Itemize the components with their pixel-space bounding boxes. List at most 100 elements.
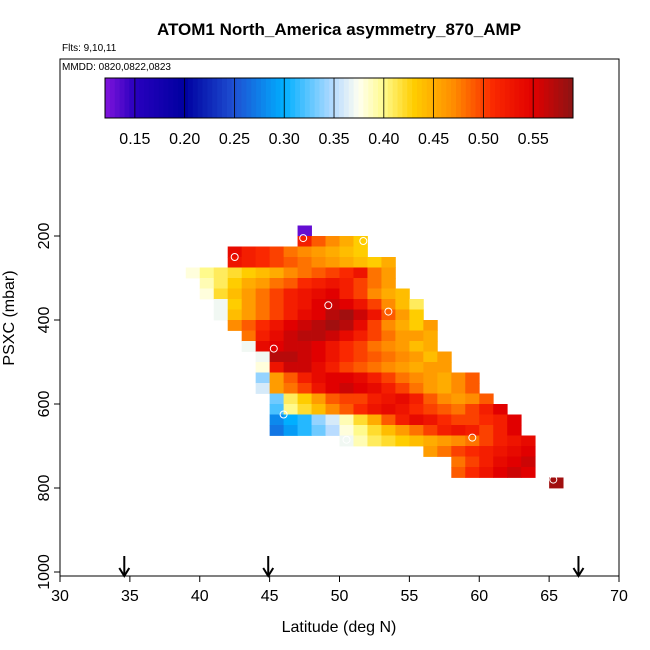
heatmap-cell [297, 288, 312, 300]
colorbar-segment [275, 78, 281, 118]
heatmap-cells [185, 225, 564, 489]
heatmap-cell [423, 351, 438, 363]
colorbar [105, 78, 574, 118]
colorbar-segment [431, 78, 437, 118]
heatmap-cell [213, 267, 229, 279]
colorbar-segment [187, 78, 194, 118]
heatmap-cell [199, 278, 215, 289]
heatmap-cell [381, 299, 396, 310]
heatmap-cell [353, 257, 368, 268]
heatmap-cell [451, 435, 466, 447]
heatmap-cell [353, 246, 368, 258]
heatmap-cell [283, 425, 298, 436]
heatmap-cell [227, 278, 243, 289]
colorbar-segment [222, 78, 228, 118]
heatmap-cell [339, 362, 354, 373]
heatmap-cell [409, 435, 424, 447]
heatmap-cell [339, 278, 354, 289]
colorbar-segment [192, 78, 199, 118]
heatmap-cell [339, 414, 354, 426]
marker-circle [269, 344, 278, 353]
heatmap-cell [297, 362, 312, 373]
heatmap-cell [381, 393, 396, 405]
heatmap-cell [353, 372, 368, 384]
heatmap-cell [367, 404, 382, 415]
colorbar-segment [378, 78, 384, 118]
heatmap-cell [213, 309, 229, 321]
heatmap-cell [297, 383, 312, 394]
colorbar-segment [568, 78, 574, 118]
colorbar-segment [226, 78, 233, 118]
heatmap-cell [269, 404, 285, 415]
heatmap-cell [255, 330, 271, 342]
x-tick-label: 35 [121, 588, 139, 605]
y-tick-label: 200 [36, 223, 53, 250]
heatmap-cell [269, 246, 285, 258]
marker-circles [230, 234, 558, 484]
heatmap-cell [283, 393, 298, 405]
colorbar-segment [402, 78, 408, 118]
heatmap-cell [325, 404, 340, 415]
colorbar-segment [363, 78, 369, 118]
heatmap-cell [423, 383, 438, 394]
heatmap-cell [269, 299, 285, 310]
heatmap-cell [325, 246, 340, 258]
heatmap-cell [213, 299, 229, 310]
heatmap-cell [325, 330, 340, 342]
colorbar-segment [529, 78, 535, 118]
heatmap-cell [269, 414, 285, 426]
heatmap-cell [479, 404, 494, 415]
colorbar-segment [207, 78, 213, 118]
marker-circle [230, 253, 239, 261]
arrow-head [118, 567, 131, 578]
heatmap-cell [269, 372, 285, 384]
heatmap-cell [269, 425, 285, 436]
heatmap-cell [353, 309, 368, 321]
heatmap-cell [451, 425, 466, 436]
heatmap-cell [437, 446, 452, 457]
colorbar-tick-label: 0.50 [468, 131, 499, 148]
colorbar-segment [353, 78, 359, 118]
colorbar-segment [319, 78, 325, 118]
heatmap-cell [325, 393, 340, 405]
heatmap-cell [297, 393, 312, 405]
heatmap-cell [255, 351, 271, 363]
heatmap-cell [269, 257, 285, 268]
heatmap-cell [297, 309, 312, 321]
heatmap-cell [269, 288, 285, 300]
heatmap-cell [241, 246, 257, 258]
colorbar-segment [382, 78, 389, 118]
heatmap-cell [465, 383, 480, 394]
heatmap-cell [255, 383, 271, 394]
heatmap-cell [395, 404, 410, 415]
marker-circle [279, 410, 288, 419]
colorbar-segment [553, 78, 559, 118]
heatmap-cell [437, 351, 452, 363]
colorbar-segment [392, 78, 398, 118]
heatmap-cell [493, 467, 508, 478]
heatmap-cell [283, 309, 298, 321]
colorbar-segment [558, 78, 564, 118]
heatmap-cell [353, 278, 368, 289]
heatmap-cell [521, 456, 536, 468]
heatmap-cell [381, 404, 396, 415]
heatmap-cell [381, 425, 396, 436]
colorbar-tick-label: 0.30 [269, 131, 300, 148]
colorbar-segment [290, 78, 296, 118]
heatmap-cell [325, 320, 340, 331]
heatmap-cell [409, 299, 424, 310]
heatmap-cell [465, 425, 480, 436]
heatmap-cell [409, 362, 424, 373]
heatmap-cell [451, 446, 466, 457]
heatmap-cell [367, 320, 382, 331]
colorbar-segment [304, 78, 311, 118]
heatmap-cell [395, 362, 410, 373]
heatmap-cell [353, 351, 368, 363]
heatmap-cell [479, 393, 494, 405]
heatmap-cell [255, 320, 271, 331]
dates-annotation: MMDD: 0820,0822,0823 [62, 62, 171, 73]
heatmap-cell [269, 309, 285, 321]
heatmap-cell [465, 467, 480, 478]
heatmap-cell [465, 414, 480, 426]
heatmap-cell [367, 425, 382, 436]
